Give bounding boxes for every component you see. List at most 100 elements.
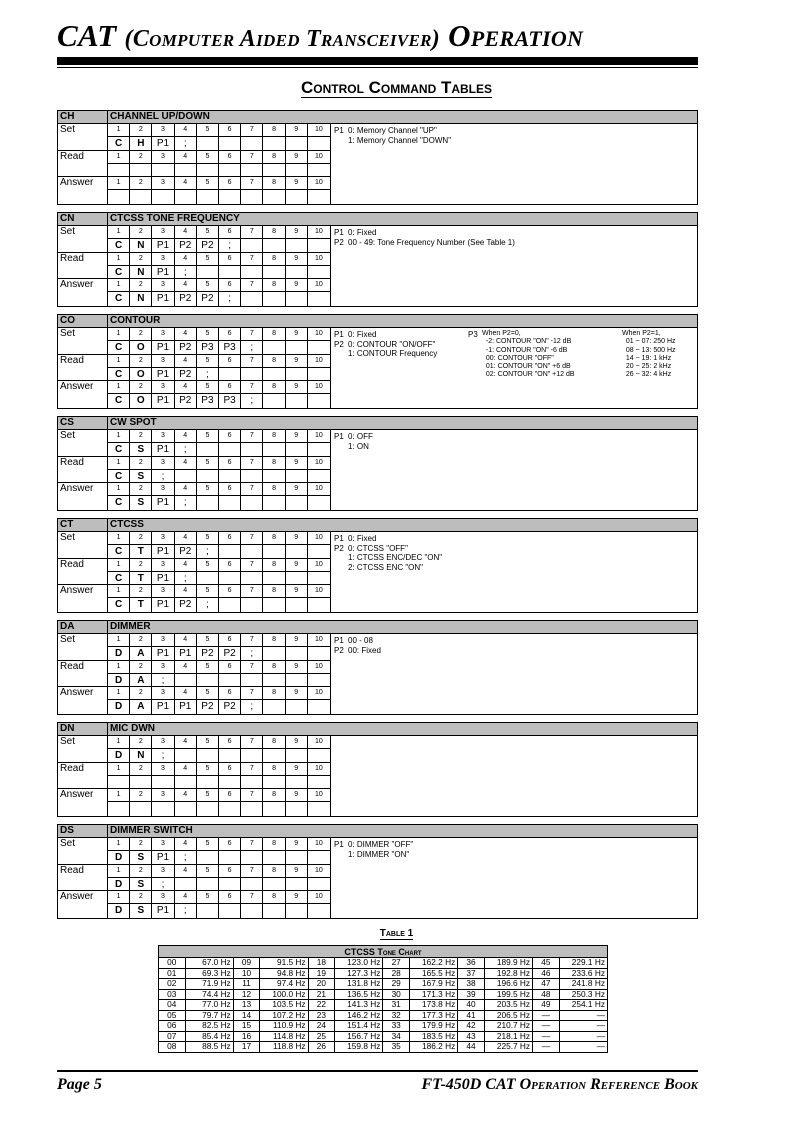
column-number-row: 1 2 3 4 5 6 7 8 9 10 xyxy=(108,456,330,470)
row-label-read: Read xyxy=(58,763,107,789)
column-number: 7 xyxy=(241,354,264,367)
command-cell: ; xyxy=(175,137,197,150)
block-header: DN MIC DWN xyxy=(58,723,697,736)
command-cell xyxy=(286,265,308,278)
command-cell xyxy=(286,647,308,660)
column-number: 3 xyxy=(152,483,175,496)
row-label-answer: Answer xyxy=(60,483,94,494)
page-title: CAT (Computer Aided Transceiver) Operati… xyxy=(57,18,583,54)
command-block-co: CO CONTOUR Set Read Answer 1 2 3 4 5 6 7 8 9 10 C O P1 P2 P… xyxy=(57,314,698,409)
command-cell xyxy=(219,265,242,278)
command-cell xyxy=(263,904,286,918)
command-title: DIMMER xyxy=(110,621,151,632)
column-number-row: 1 2 3 4 5 6 7 8 9 10 xyxy=(108,430,330,444)
tone-frequency: 192.8 Hz xyxy=(483,967,534,979)
command-cell xyxy=(286,775,308,788)
column-number: 1 xyxy=(108,864,131,877)
command-cell: P1 xyxy=(152,598,175,612)
command-cell xyxy=(263,137,286,150)
column-number: 2 xyxy=(130,430,153,443)
tone-number: 18 xyxy=(307,957,336,969)
command-cell xyxy=(219,367,242,380)
command-cell xyxy=(308,674,330,686)
column-number-row: 1 2 3 4 5 6 7 8 9 10 xyxy=(108,328,330,342)
column-number: 7 xyxy=(241,483,264,496)
command-cell xyxy=(219,571,242,584)
column-number: 10 xyxy=(315,356,323,364)
column-number: 6 xyxy=(219,328,242,341)
command-cell xyxy=(286,469,308,482)
column-number: 7 xyxy=(241,762,264,775)
column-number: 7 xyxy=(241,150,264,163)
column-number: 7 xyxy=(241,177,264,190)
command-cell xyxy=(241,673,264,686)
column-number: 5 xyxy=(197,838,220,851)
column-number: 3 xyxy=(152,226,175,239)
column-number: 6 xyxy=(219,354,242,367)
row-labels: Set Read Answer xyxy=(58,838,108,918)
command-cell: D xyxy=(108,700,131,714)
command-row-read: D A; xyxy=(108,673,330,687)
block-header: CS CW SPOT xyxy=(58,417,697,430)
column-number: 5 xyxy=(197,252,220,265)
column-number: 8 xyxy=(263,177,286,190)
parameter-description: P1 0: DIMMER "OFF" 1: DIMMER "ON" xyxy=(331,838,697,918)
tone-number: 31 xyxy=(382,999,410,1011)
row-label-answer: Answer xyxy=(60,687,94,698)
tone-frequency: 67.0 Hz xyxy=(184,957,234,969)
command-cell xyxy=(286,394,308,408)
column-number: 1 xyxy=(108,585,131,598)
command-block-ct: CT CTCSS Set Read Answer 1 2 3 4 5 6 7 8 9 10 C T P1 P2; 1 2… xyxy=(57,518,698,613)
tone-frequency: 94.8 Hz xyxy=(259,967,309,979)
column-number: 6 xyxy=(219,789,242,802)
column-number: 9 xyxy=(286,585,308,598)
command-cell: D xyxy=(108,877,131,890)
row-label-set: Set xyxy=(58,736,107,763)
tone-frequency: — xyxy=(558,1020,609,1032)
command-cell: P2 xyxy=(175,367,197,380)
column-number: 7 xyxy=(241,585,264,598)
param-keys: P3 xyxy=(468,330,478,339)
column-number: 4 xyxy=(175,328,197,341)
command-cell xyxy=(286,700,308,714)
command-row-set: C T P1 P2; xyxy=(108,545,330,559)
command-cell xyxy=(263,851,286,864)
command-cell xyxy=(286,443,308,456)
param-keys: P1 P2 xyxy=(334,228,344,247)
column-number: 1 xyxy=(108,891,131,904)
tone-number: 44 xyxy=(457,1041,485,1053)
column-number: 3 xyxy=(152,634,175,647)
tone-frequency: 225.7 Hz xyxy=(483,1041,534,1053)
command-cell xyxy=(308,749,330,761)
column-number-row: 1 2 3 4 5 6 7 8 9 10 xyxy=(108,864,330,878)
row-label-answer: Answer xyxy=(60,585,94,596)
column-number: 3 xyxy=(152,354,175,367)
command-cell xyxy=(130,163,153,176)
command-cell xyxy=(308,368,330,380)
table1-title: CTCSS Tone Chart xyxy=(158,945,608,958)
command-cell xyxy=(175,775,197,788)
block-body: Set Read Answer 1 2 3 4 5 6 7 8 9 10 C T P1 P2; 1 2 3 4 5 6 7 8 9… xyxy=(58,532,697,612)
command-cell: ; xyxy=(152,469,175,482)
command-cell: ; xyxy=(241,700,264,714)
column-number-row: 1 2 3 4 5 6 7 8 9 10 xyxy=(108,226,330,240)
column-number: 1 xyxy=(108,456,131,469)
column-number: 8 xyxy=(263,483,286,496)
command-cell xyxy=(241,469,264,482)
command-cell xyxy=(241,851,264,864)
command-cell xyxy=(219,775,242,788)
column-number: 8 xyxy=(263,381,286,394)
column-number: 10 xyxy=(315,662,323,670)
column-number: 10 xyxy=(315,689,323,696)
column-number: 6 xyxy=(219,124,242,137)
command-cell: C xyxy=(108,367,131,380)
column-number: 5 xyxy=(197,381,220,394)
column-number: 2 xyxy=(130,762,153,775)
column-number: 6 xyxy=(219,762,242,775)
block-body: Set Read Answer 1 2 3 4 5 6 7 8 9 10 D A P1 P1 P2 P2; 1 2 3 4 5… xyxy=(58,634,697,714)
command-cell: O xyxy=(130,367,153,380)
tone-frequency: — xyxy=(558,1041,609,1053)
tone-number: 45 xyxy=(532,957,560,969)
command-cell xyxy=(219,137,242,150)
table1-label: Table 1 xyxy=(0,928,793,940)
